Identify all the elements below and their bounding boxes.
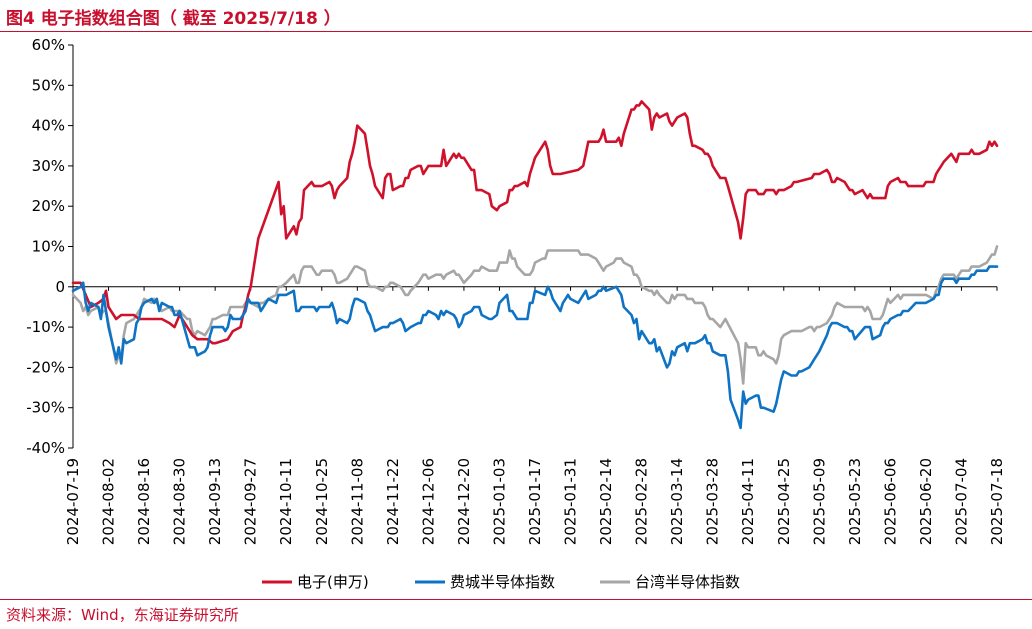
x-tick-label: 2025-02-14 <box>597 458 615 545</box>
y-tick-label: 50% <box>32 76 65 94</box>
x-tick-label: 2025-07-04 <box>952 458 970 545</box>
series-layer <box>71 100 999 430</box>
title-divider <box>0 31 1032 32</box>
x-tick-label: 2024-08-02 <box>100 458 118 545</box>
series-line-2 <box>71 245 999 385</box>
series-line-1 <box>71 265 999 430</box>
y-tick-label: -30% <box>26 399 65 417</box>
x-tick-label: 2025-01-17 <box>526 458 544 545</box>
legend-label-2: 台湾半导体指数 <box>635 573 740 591</box>
x-tick-label: 2025-01-03 <box>490 458 508 545</box>
figure-title: 图4 电子指数组合图（ 截至 2025/7/18 ） <box>6 9 341 29</box>
x-tick-label: 2025-05-23 <box>846 458 864 545</box>
legend: 电子(申万) 费城半导体指数 台湾半导体指数 <box>262 573 740 591</box>
y-axis: -40% -30% -20% -10% 0 10% 20% 30% 40% 50% 60% <box>26 36 74 457</box>
x-tick-label: 2024-11-08 <box>348 458 366 545</box>
y-tick-label: 10% <box>32 238 65 256</box>
x-tick-label: 2024-12-20 <box>455 458 473 545</box>
x-tick-label: 2025-06-06 <box>881 458 899 545</box>
x-tick-label: 2025-04-25 <box>775 458 793 545</box>
x-tick-label: 2025-07-18 <box>988 458 1006 545</box>
x-tick-label: 2025-03-14 <box>668 458 686 545</box>
legend-label-0: 电子(申万) <box>297 573 369 591</box>
source-note: 资料来源：Wind，东海证券研究所 <box>6 606 239 624</box>
x-tick-label: 2025-03-28 <box>704 458 722 545</box>
x-tick-label: 2024-09-27 <box>242 458 260 545</box>
x-tick-label: 2025-05-09 <box>810 458 828 545</box>
x-tick-label: 2024-11-22 <box>384 458 402 545</box>
x-tick-label: 2024-10-25 <box>313 458 331 545</box>
y-tick-label: -10% <box>26 318 65 336</box>
series-line-0 <box>71 100 999 345</box>
y-tick-label: -40% <box>26 439 65 457</box>
y-tick-label: 40% <box>32 117 65 135</box>
y-tick-label: 20% <box>32 197 65 215</box>
footer-divider <box>0 599 1032 600</box>
x-tick-label: 2024-08-16 <box>135 458 153 545</box>
x-tick-label: 2024-09-13 <box>206 458 224 545</box>
x-tick-label: 2025-02-28 <box>633 458 651 545</box>
x-tick-label: 2025-06-20 <box>917 458 935 545</box>
y-tick-label: 60% <box>32 36 65 54</box>
y-tick-label: -20% <box>26 358 65 376</box>
y-tick-label: 0 <box>55 278 65 296</box>
x-tick-label: 2025-01-31 <box>562 458 580 545</box>
legend-label-1: 费城半导体指数 <box>450 573 555 591</box>
x-tick-label: 2024-08-30 <box>171 458 189 545</box>
x-tick-label: 2024-12-06 <box>419 458 437 545</box>
x-axis: 2024-07-19 2024-08-02 2024-08-16 2024-08-30… <box>64 286 1006 545</box>
x-tick-label: 2024-10-11 <box>277 458 295 545</box>
x-tick-label: 2025-04-11 <box>739 458 757 545</box>
line-chart: -40% -30% -20% -10% 0 10% 20% 30% 40% 50% 60% 2024… <box>26 36 1006 591</box>
x-tick-label: 2024-07-19 <box>64 458 82 545</box>
y-tick-label: 30% <box>32 157 65 175</box>
